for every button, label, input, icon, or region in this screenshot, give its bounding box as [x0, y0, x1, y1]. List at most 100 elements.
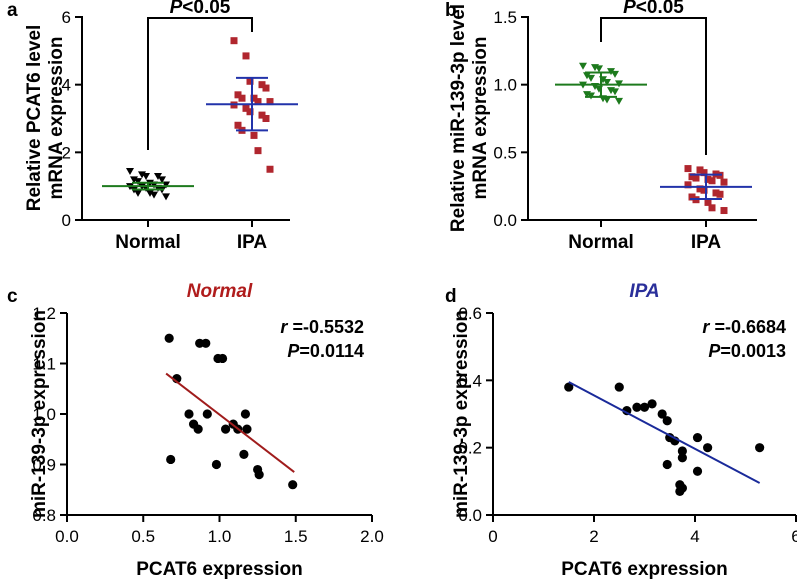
data-point — [583, 72, 591, 80]
regression-line — [165, 372, 295, 473]
p-statistic: P=0.0114 — [287, 341, 364, 361]
data-point — [688, 173, 696, 181]
data-point — [258, 111, 266, 119]
data-point — [266, 98, 274, 106]
data-point — [162, 193, 170, 201]
data-point — [242, 52, 250, 60]
p-value: =0.0013 — [720, 341, 786, 361]
y-tick-label: 1.0 — [493, 76, 517, 95]
r-statistic: r =-0.6684 — [702, 317, 786, 337]
data-point — [201, 338, 211, 348]
y-tick-label: 1.1 — [32, 355, 56, 374]
r-value: =-0.5532 — [287, 317, 364, 337]
panel-c: c Normal 0.8 0.9 1.0 1.1 1.2 0.0 0.5 1.0 1.5 2.0 PCA… — [7, 281, 384, 580]
data-point — [158, 176, 166, 184]
data-point — [700, 186, 708, 194]
data-point — [647, 399, 657, 409]
x-category-label: IPA — [691, 232, 722, 253]
significance-label: P<0.05 — [170, 0, 231, 18]
y-tick-label: 0 — [62, 211, 71, 230]
significance-label: P<0.05 — [623, 0, 684, 18]
y-axis-label: miR-139-3p expression — [29, 310, 50, 518]
significance-value: <0.05 — [182, 0, 231, 18]
data-point — [595, 65, 603, 73]
data-point — [704, 198, 712, 206]
data-point — [662, 416, 672, 426]
y-axis-label: miR-139-3p expression — [451, 310, 472, 518]
data-point — [677, 446, 687, 456]
y-tick-label: 4 — [62, 76, 71, 95]
data-point — [579, 62, 587, 70]
data-point — [716, 190, 724, 198]
data-point — [242, 424, 252, 434]
data-point — [692, 174, 700, 182]
significance-value: <0.05 — [636, 0, 685, 18]
data-point — [221, 424, 231, 434]
data-point — [242, 104, 250, 112]
data-point — [614, 382, 624, 392]
data-point — [193, 424, 203, 434]
data-point — [262, 115, 270, 122]
data-point — [703, 443, 713, 453]
x-tick-label: 0 — [488, 527, 497, 546]
x-tick-label: 1.5 — [284, 527, 308, 546]
data-point — [166, 454, 176, 465]
data-point — [134, 178, 142, 186]
r-statistic: r =-0.5532 — [280, 317, 364, 337]
data-point — [258, 81, 266, 89]
y-tick-label: 0.2 — [458, 439, 482, 458]
panel-title: IPA — [629, 281, 659, 302]
data-point — [611, 88, 619, 96]
regression-line — [568, 381, 761, 484]
y-tick-label: 0.4 — [458, 371, 482, 390]
data-point — [262, 84, 270, 92]
y-tick-label: 0.0 — [493, 211, 517, 230]
data-point — [675, 486, 685, 497]
data-point — [639, 402, 650, 412]
x-axis-label: PCAT6 expression — [136, 559, 302, 580]
x-tick-label: 2 — [589, 527, 598, 546]
r-value: =-0.6684 — [709, 317, 786, 337]
panel-title: Normal — [187, 281, 253, 302]
panel-label: d — [445, 286, 457, 307]
data-point — [684, 165, 692, 173]
y-tick-label: 0.5 — [493, 143, 517, 162]
p-symbol: P — [708, 341, 721, 361]
data-point — [632, 402, 642, 412]
data-point — [246, 108, 254, 116]
y-tick-label: 2 — [62, 143, 71, 162]
panel-a: a 0 2 4 6 Normal IPA Relative PCAT6 level mRNA e… — [7, 0, 298, 253]
y-axis-label: Relative PCAT6 level — [24, 25, 45, 212]
data-point — [708, 204, 716, 212]
data-point — [240, 409, 251, 419]
data-point — [657, 409, 667, 419]
y-tick-label: 0.8 — [32, 506, 56, 525]
r-symbol: r — [702, 317, 710, 337]
y-tick-label: 1.2 — [32, 304, 56, 323]
y-tick-label: 1.0 — [32, 405, 56, 424]
y-tick-label: 1.5 — [493, 8, 517, 27]
data-point — [150, 191, 158, 199]
data-point — [603, 96, 611, 104]
data-point — [239, 449, 249, 459]
data-point — [720, 178, 728, 186]
data-point — [250, 131, 258, 139]
y-axis-label: mRNA expression — [46, 37, 67, 200]
data-point — [684, 181, 692, 189]
panel-label: a — [7, 0, 18, 21]
data-point — [755, 443, 765, 453]
y-tick-label: 6 — [62, 8, 71, 27]
data-point — [250, 94, 258, 102]
y-axis-label: mRNA expression — [470, 37, 491, 200]
x-category-label: IPA — [237, 232, 268, 253]
data-point — [696, 166, 704, 174]
x-category-label: Normal — [115, 232, 180, 253]
data-point — [211, 459, 222, 470]
data-point — [720, 207, 728, 215]
data-point — [288, 480, 298, 490]
data-point — [184, 409, 194, 419]
data-point — [217, 353, 228, 364]
data-point — [142, 173, 150, 181]
data-point — [692, 466, 703, 476]
